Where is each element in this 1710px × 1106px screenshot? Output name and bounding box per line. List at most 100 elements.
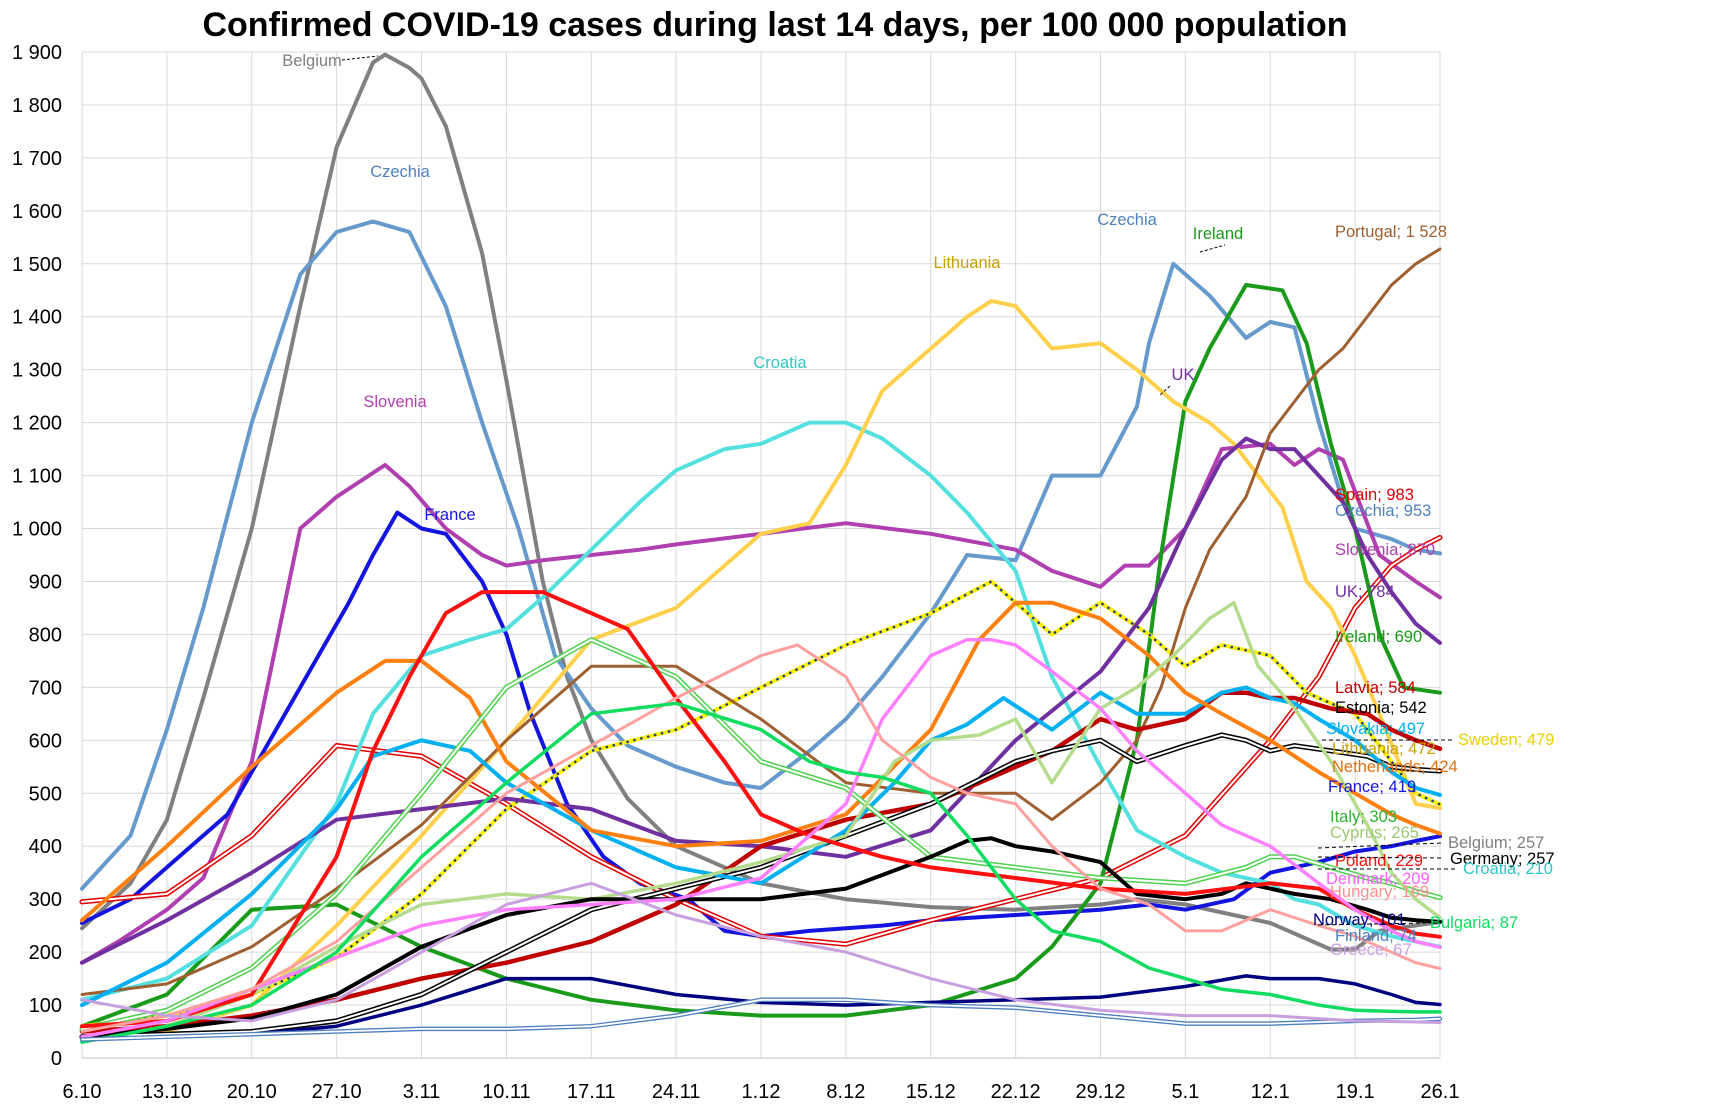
- x-tick-label: 22.12: [991, 1081, 1041, 1103]
- x-tick-label: 6.10: [63, 1081, 102, 1103]
- end-label: Poland; 229: [1335, 852, 1423, 870]
- x-tick-label: 20.10: [227, 1081, 277, 1103]
- series-line-czechia: [80, 219, 1442, 891]
- end-label: Slovakia; 497: [1326, 720, 1425, 738]
- x-tick-label: 13.10: [142, 1081, 192, 1103]
- end-label: Cyprus; 265: [1330, 824, 1419, 842]
- end-label: Slovenia; 870: [1335, 541, 1435, 559]
- inline-label-croatia: Croatia: [753, 354, 807, 372]
- end-label: Hungary; 169: [1330, 883, 1429, 901]
- series-lines: [79, 52, 1443, 1044]
- y-tick-label: 0: [51, 1048, 62, 1070]
- end-label: Bulgaria; 87: [1430, 914, 1518, 932]
- end-label-connector: [1317, 856, 1445, 859]
- axes: 0 100 200 300 400 500 600 700 800 900 1 000 1 100 1 …: [12, 42, 1460, 1103]
- y-tick-label: 400: [29, 836, 62, 858]
- end-label: Italy; 303: [1330, 808, 1397, 826]
- x-tick-label: 29.12: [1075, 1081, 1125, 1103]
- series-line-spain-inner: [80, 536, 1442, 946]
- inline-label-czechia: Czechia: [370, 163, 430, 181]
- end-label: Belgium; 257: [1448, 834, 1544, 852]
- series-line-netherlands: [80, 600, 1442, 923]
- y-tick-label: 300: [29, 889, 62, 911]
- series-line-italy-inner: [80, 638, 1442, 1030]
- end-label: Czechia; 953: [1335, 502, 1431, 520]
- y-tick-label: 1 600: [12, 201, 62, 223]
- x-tick-label: 5.1: [1171, 1081, 1199, 1103]
- inline-label-ireland: Ireland: [1193, 225, 1243, 243]
- series-labels: Belgium Czechia Slovenia France Croatia Lithu…: [282, 52, 1554, 959]
- inline-label-czechia: Czechia: [1097, 211, 1157, 229]
- inline-label-uk: UK: [1172, 366, 1195, 384]
- series-line-poland: [80, 590, 1442, 1029]
- series-line-estonia-inner: [80, 733, 1442, 1038]
- inline-label-belgium: Belgium: [282, 52, 342, 70]
- series-line-slovakia: [80, 685, 1442, 1008]
- x-tick-label: 10.11: [482, 1081, 531, 1103]
- series-line-ireland: [80, 283, 1442, 1029]
- end-label: Estonia; 542: [1335, 699, 1427, 717]
- y-tick-label: 1 100: [12, 466, 62, 488]
- y-tick-label: 1 700: [12, 148, 62, 170]
- leader-line: [1159, 385, 1171, 396]
- end-label: Portugal; 1 528: [1335, 223, 1447, 241]
- series-line-bulgaria: [80, 701, 1442, 1044]
- end-label: Latvia; 584: [1335, 679, 1416, 697]
- series-line-norway: [80, 974, 1442, 1042]
- y-tick-label: 100: [29, 995, 62, 1017]
- end-label: Germany; 257: [1450, 850, 1555, 868]
- y-tick-label: 900: [29, 571, 62, 593]
- y-tick-label: 200: [29, 942, 62, 964]
- inline-label-france: France: [424, 506, 475, 524]
- series-markers-sweden: [80, 579, 1442, 1028]
- y-tick-label: 1 800: [12, 95, 62, 117]
- end-label: Netherlands; 424: [1332, 758, 1458, 776]
- x-tick-label: 27.10: [312, 1081, 362, 1103]
- y-tick-label: 1 900: [12, 42, 62, 64]
- y-tick-label: 1 500: [12, 254, 62, 276]
- x-tick-label: 17.11: [567, 1081, 616, 1103]
- x-tick-label: 12.1: [1251, 1081, 1290, 1103]
- x-tick-label: 3.11: [403, 1081, 440, 1103]
- series-line-greece: [80, 881, 1442, 1024]
- series-line-belgium: [80, 52, 1442, 952]
- x-tick-label: 26.1: [1421, 1081, 1460, 1103]
- series-line-uk: [80, 436, 1442, 965]
- x-tick-label: 8.12: [826, 1081, 865, 1103]
- y-tick-label: 500: [29, 783, 62, 805]
- x-tick-label: 15.12: [906, 1081, 956, 1103]
- leader-line: [341, 55, 379, 61]
- series-line-cyprus: [80, 600, 1442, 1044]
- end-label: Norway; 101: [1313, 911, 1406, 929]
- y-tick-label: 700: [29, 677, 62, 699]
- y-tick-label: 1 400: [12, 307, 62, 329]
- end-label: Denmark; 209: [1326, 870, 1430, 888]
- x-tick-label: 24.11: [652, 1081, 701, 1103]
- end-label: Croatia; 210: [1463, 860, 1553, 878]
- end-label: UK; 784: [1335, 583, 1395, 601]
- inline-label-slovenia: Slovenia: [363, 393, 427, 411]
- end-label: France; 419: [1328, 778, 1416, 796]
- end-label: Sweden; 479: [1458, 731, 1554, 749]
- chart-title: Confirmed COVID-19 cases during last 14 …: [202, 6, 1347, 44]
- y-tick-label: 600: [29, 730, 62, 752]
- x-tick-label: 19.1: [1336, 1081, 1375, 1103]
- series-line-portugal: [80, 247, 1442, 996]
- end-label: Ireland; 690: [1335, 628, 1422, 646]
- y-tick-label: 1 000: [12, 519, 62, 541]
- y-tick-label: 1 300: [12, 360, 62, 382]
- end-label: Lithuania; 472: [1332, 740, 1436, 758]
- series-line-finland-inner: [81, 998, 1441, 1041]
- y-tick-label: 800: [29, 624, 62, 646]
- inline-label-lithuania: Lithuania: [934, 254, 1002, 272]
- y-tick-label: 1 200: [12, 413, 62, 435]
- leader-line: [1199, 244, 1226, 253]
- end-label: Finland; 74: [1335, 927, 1417, 945]
- series-line-hungary: [80, 643, 1442, 1033]
- x-tick-label: 1.12: [742, 1081, 781, 1103]
- end-label: Spain; 983: [1335, 486, 1414, 504]
- end-label: Greece; 67: [1330, 941, 1412, 959]
- series-line-denmark: [80, 637, 1442, 1039]
